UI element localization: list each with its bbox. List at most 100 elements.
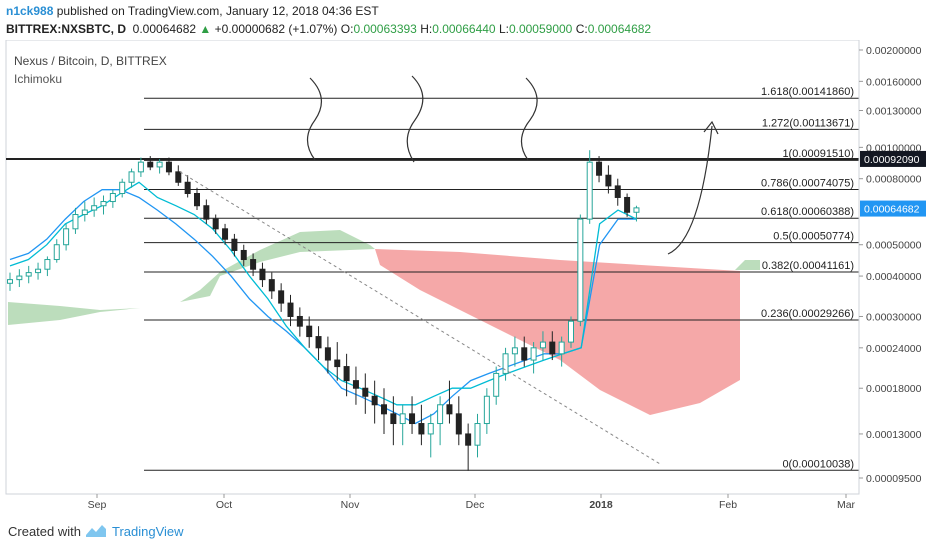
- price-tick-label: 0.00130000: [866, 106, 922, 118]
- candle-body: [53, 244, 60, 261]
- arrow-head-icon: [703, 120, 719, 135]
- fib-levels: 1.618(0.00141860) 1.272(0.00113671) 1(0.00…: [6, 86, 859, 471]
- fib-label: 0.382(0.00041161): [762, 260, 854, 272]
- price-tick-label: 0.00080000: [866, 174, 922, 186]
- open-label: O:: [340, 22, 354, 36]
- candle-body: [539, 341, 546, 349]
- price-tick-label: 0.00200000: [866, 45, 922, 57]
- candle-body: [296, 315, 303, 327]
- candle-body: [586, 161, 593, 220]
- ichimoku-cloud: [8, 230, 760, 415]
- candle-body: [633, 207, 640, 213]
- fib-label: 0.236(0.00029266): [761, 308, 854, 320]
- candle-body: [343, 366, 350, 382]
- candle-body: [605, 174, 612, 187]
- candle-body: [259, 268, 266, 281]
- fib-label: 0.786(0.00074075): [761, 178, 854, 190]
- cloud-bearish: [375, 249, 740, 415]
- candle-body: [165, 161, 172, 173]
- price-tag-label: 0.00064682: [864, 204, 920, 216]
- fib-label: 0.618(0.00060388): [761, 206, 854, 218]
- candle-body: [437, 404, 444, 425]
- candle-body: [474, 423, 481, 446]
- candle-body: [371, 395, 378, 406]
- candle-body: [418, 423, 425, 435]
- candle-body: [558, 341, 565, 355]
- fib-label: 0(0.00010038): [782, 458, 854, 470]
- candle-body: [549, 341, 556, 355]
- candle-body: [502, 353, 509, 374]
- squiggle-2: [406, 75, 424, 163]
- author-link[interactable]: n1ck988: [6, 4, 54, 18]
- candle-body: [352, 380, 359, 389]
- high-value: 0.00066440: [432, 22, 496, 36]
- symbol-label: BITTREX:NXSBTC, D: [6, 22, 126, 36]
- ohlc-line: BITTREX:NXSBTC, D 0.00064682 ▲ +0.000006…: [6, 22, 651, 36]
- candle-body: [521, 347, 528, 361]
- time-tick-label: Feb: [719, 499, 737, 511]
- candle-body: [250, 259, 257, 270]
- time-tick-label: Mar: [837, 499, 856, 511]
- candle-body: [128, 171, 135, 183]
- up-arrow-icon: ▲: [199, 22, 212, 36]
- price-tick-label: 0.00024000: [866, 343, 922, 355]
- candle-body: [409, 413, 416, 425]
- squiggle-1: [306, 77, 322, 161]
- candle-body: [156, 161, 163, 168]
- candle-body: [465, 433, 472, 446]
- cloud-bullish: [8, 230, 375, 325]
- cloud-bullish-leading: [735, 260, 760, 270]
- time-tick-label: Oct: [216, 499, 232, 511]
- candle-body: [278, 290, 285, 304]
- candle-body: [7, 279, 13, 284]
- candle-body: [109, 193, 116, 203]
- publish-line: n1ck988 published on TradingView.com, Ja…: [6, 4, 379, 18]
- candle-body: [390, 413, 397, 425]
- candle-body: [25, 272, 32, 277]
- candle-body: [184, 181, 191, 195]
- fib-label: 0.5(0.00050774): [773, 231, 854, 243]
- time-axis[interactable]: Sep Oct Nov Dec 2018 Feb Mar: [88, 494, 856, 511]
- close-label: C:: [575, 22, 588, 36]
- candle-body: [119, 181, 126, 195]
- candle-body: [72, 214, 79, 230]
- candle-body: [147, 161, 154, 168]
- candle-body: [231, 238, 238, 251]
- candle-body: [268, 279, 275, 292]
- candle-body: [596, 161, 603, 176]
- candle-body: [511, 347, 518, 355]
- price-tag: [860, 200, 926, 217]
- candle-body: [44, 259, 51, 270]
- candle-body: [315, 336, 322, 349]
- price-chart[interactable]: 1.618(0.00141860) 1.272(0.00113671) 1(0.00…: [0, 40, 932, 514]
- time-tick-label: Dec: [466, 499, 485, 511]
- candle-body: [324, 347, 331, 361]
- candle-body: [16, 275, 23, 281]
- created-with-label: Created with: [8, 524, 81, 539]
- candle-body: [203, 205, 210, 220]
- price-axis[interactable]: 0.002000000.001600000.001300000.00100000…: [859, 45, 926, 485]
- squiggle-3: [520, 77, 538, 161]
- footer: Created with TradingView: [0, 514, 932, 550]
- price-tick-label: 0.00018000: [866, 383, 922, 395]
- price-tick-label: 0.00040000: [866, 271, 922, 283]
- indicator-label[interactable]: Ichimoku: [14, 72, 63, 86]
- candle-body: [137, 161, 144, 173]
- tradingview-brand-link[interactable]: TradingView: [112, 524, 184, 539]
- candle-body: [381, 404, 387, 415]
- time-tick-label: 2018: [589, 499, 613, 511]
- high-label: H:: [420, 22, 433, 36]
- price-tag: [860, 150, 926, 167]
- candles: [7, 150, 640, 471]
- published-text: published on TradingView.com, January 12…: [56, 4, 379, 18]
- chart-title: Nexus / Bitcoin, D, BITTREX: [14, 54, 167, 68]
- fib-label: 1.618(0.00141860): [761, 86, 854, 98]
- candle-body: [568, 320, 574, 343]
- candle-body: [399, 413, 406, 425]
- price-tag-label: 0.00092090: [864, 154, 920, 166]
- candle-body: [194, 193, 200, 207]
- candle-body: [91, 205, 98, 211]
- last-price: 0.00064682: [132, 22, 197, 36]
- low-value: 0.00059000: [508, 22, 573, 36]
- candle-body: [222, 228, 229, 240]
